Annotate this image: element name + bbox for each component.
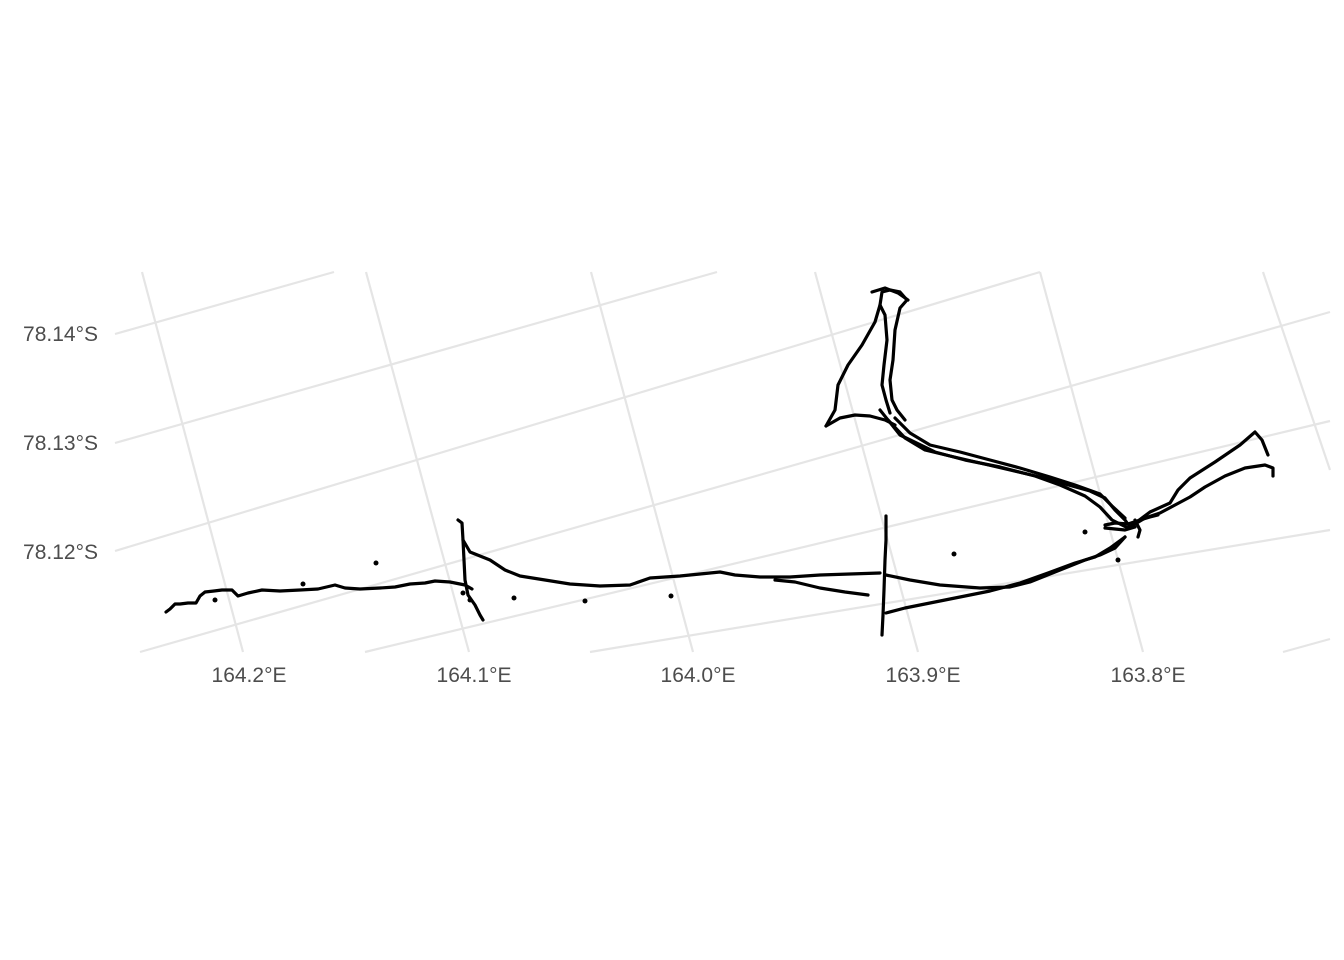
gps-point: [1115, 557, 1121, 563]
gps-point: [1082, 529, 1088, 535]
parallel-line: [139, 310, 1331, 654]
track-segment: [1103, 513, 1160, 527]
meridian-line: [1261, 271, 1332, 471]
graticule: [114, 270, 1332, 654]
track-segment: [878, 408, 1130, 530]
track-segment: [456, 518, 485, 622]
gps-point: [212, 597, 218, 603]
track-segment: [1133, 518, 1142, 539]
parallel-line: [114, 270, 1041, 553]
lon-label-163.8: 163.8°E: [1110, 664, 1186, 687]
track-segment: [1103, 525, 1137, 532]
gps-point: [460, 590, 466, 596]
lat-label-78.13: 78.13°S: [23, 432, 98, 455]
gps-point: [373, 560, 379, 566]
track-segment: [1128, 430, 1270, 529]
lon-label-164.0: 164.0°E: [660, 664, 736, 687]
track-segment: [884, 535, 1127, 590]
lat-label-78.14: 78.14°S: [23, 323, 98, 346]
lon-label-164.2: 164.2°E: [211, 664, 287, 687]
track-segment: [893, 416, 1127, 520]
meridian-line: [140, 271, 245, 653]
parallel-line: [364, 419, 1331, 654]
lat-label-78.12: 78.12°S: [23, 541, 98, 564]
track-segment: [878, 303, 892, 415]
gps-point: [511, 595, 517, 601]
track-segment: [870, 286, 910, 302]
gps-point: [951, 551, 957, 557]
gps-point: [467, 597, 473, 603]
track-segment: [164, 579, 474, 614]
lon-label-164.1: 164.1°E: [436, 664, 512, 687]
gps-point: [582, 598, 588, 604]
lon-label-163.9: 163.9°E: [885, 664, 961, 687]
parallel-line: [114, 270, 335, 336]
track-segment: [773, 578, 870, 597]
parallel-line: [114, 270, 718, 445]
gps-point: [668, 593, 674, 599]
meridian-line: [364, 271, 471, 653]
gps-point: [300, 581, 306, 587]
track-segment: [461, 538, 882, 588]
parallel-line: [589, 528, 1331, 654]
parallel-line: [1282, 637, 1331, 654]
track-segment: [824, 413, 897, 428]
meridian-line: [589, 271, 695, 653]
gps-tracks: [164, 286, 1275, 637]
gps-points: [212, 529, 1121, 604]
meridian-line: [1038, 271, 1145, 653]
track-segment: [884, 535, 1127, 615]
